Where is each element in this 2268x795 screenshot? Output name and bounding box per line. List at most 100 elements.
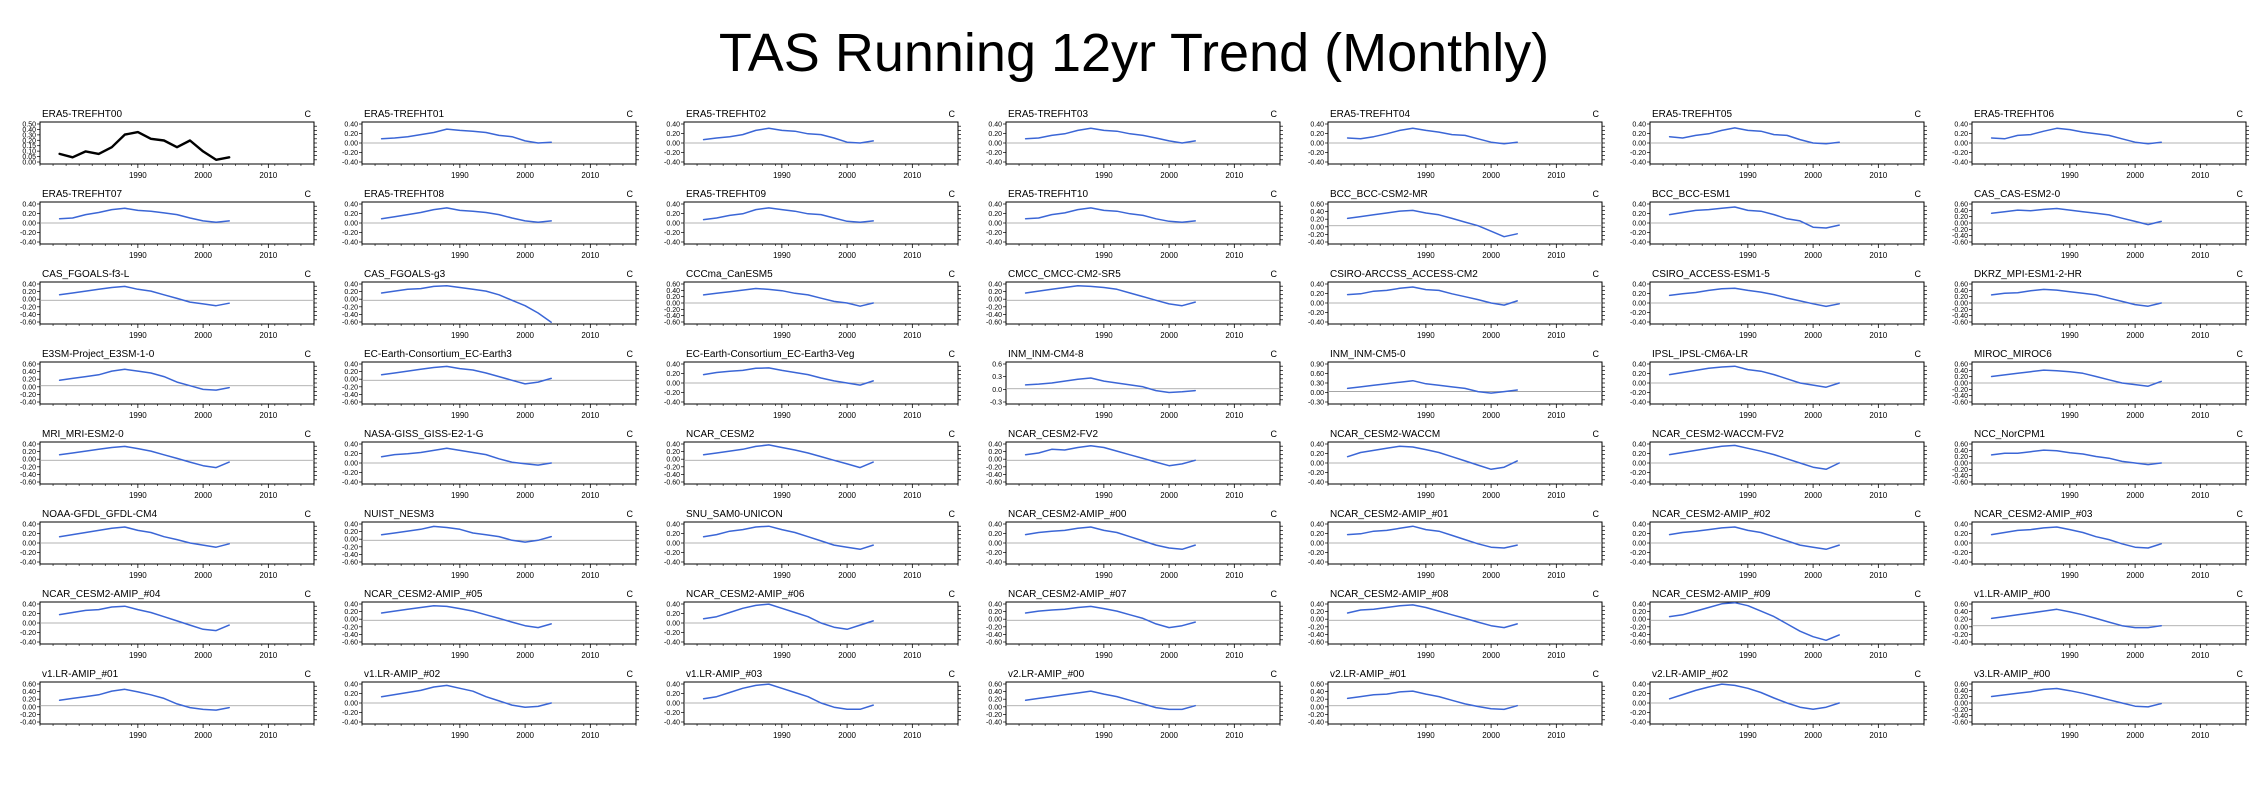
panel: ERA5-TREFHT03 C 0.40 0.20 0.00 -0.20 -0.40 1990… xyxy=(986,109,1283,180)
panel: DKRZ_MPI-ESM1-2-HR C 0.600.400.200.00-0.20… xyxy=(1952,269,2249,340)
y-tick-label: 0.00 xyxy=(1954,541,1968,548)
y-tick-label: -0.40 xyxy=(342,552,358,559)
x-tick-label: 1990 xyxy=(1739,251,1757,260)
y-tick-label: -0.20 xyxy=(20,550,36,557)
y-tick-label: 0.40 xyxy=(344,682,358,689)
panel-frame xyxy=(39,681,315,725)
y-tick-label: -0.20 xyxy=(1630,624,1646,631)
y-tick-label: 0.00 xyxy=(344,537,358,544)
y-tick-label: -0.60 xyxy=(1952,720,1968,727)
x-tick-label: 2010 xyxy=(903,571,921,580)
panel-title: ERA5-TREFHT03 xyxy=(1008,109,1088,120)
panel: NCAR_CESM2-WACCM-FV2 C 0.40 0.20 0.00 -0.20 -0… xyxy=(1630,429,1927,500)
panel-title: CMCC_CMCC-CM2-SR5 xyxy=(1008,269,1121,280)
panel: INM_INM-CM5-0 C 0.90 0.60 0.30 0.00 -0.30 1990 2… xyxy=(1308,349,1605,420)
panel-frame xyxy=(39,361,315,405)
x-tick-label: 2000 xyxy=(194,171,212,180)
panel: CCCma_CanESM5 C 0.600.400.200.00-0.20-0.40… xyxy=(664,269,961,340)
units-label: C xyxy=(949,589,956,599)
panel: NCAR_CESM2-AMIP_#04 C 0.40 0.20 0.00 -0.20 -0.… xyxy=(20,589,317,660)
series-line xyxy=(58,688,230,711)
panel-title: MIROC_MIROC6 xyxy=(1974,349,2052,360)
panel-title: NCAR_CESM2-AMIP_#05 xyxy=(364,589,483,600)
panel-title: E3SM-Project_E3SM-1-0 xyxy=(42,349,155,360)
panel-title: ERA5-TREFHT01 xyxy=(364,109,444,120)
y-tick-label: 0.00 xyxy=(1310,461,1324,468)
y-tick-label: 0.30 xyxy=(1310,381,1324,388)
y-tick-label: 0.40 xyxy=(1954,448,1968,455)
y-tick-label: -0.20 xyxy=(664,464,680,471)
x-tick-label: 2010 xyxy=(1225,651,1243,660)
x-tick-label: 1990 xyxy=(2061,491,2079,500)
y-tick-label: 0.20 xyxy=(988,531,1002,538)
units-label: C xyxy=(1593,429,1600,439)
panel-frame xyxy=(683,441,959,485)
panel-frame xyxy=(1327,201,1603,245)
y-tick-label: 0.10 xyxy=(22,149,36,156)
y-tick-label: -0.20 xyxy=(664,550,680,557)
x-tick-label: 1990 xyxy=(1417,331,1435,340)
panel-frame xyxy=(1005,281,1281,325)
y-tick-label: -0.40 xyxy=(1630,632,1646,639)
panel-title: ERA5-TREFHT05 xyxy=(1652,109,1732,120)
panel: ERA5-TREFHT05 C 0.40 0.20 0.00 -0.20 -0.40 1990… xyxy=(1630,109,1927,180)
series-line xyxy=(1990,207,2162,226)
x-tick-label: 1990 xyxy=(1095,651,1113,660)
y-tick-label: 0.40 xyxy=(666,202,680,209)
panel-frame xyxy=(1327,601,1603,645)
y-tick-label: -0.20 xyxy=(1308,624,1324,631)
series-line xyxy=(1346,525,1518,549)
x-tick-label: 1990 xyxy=(1739,731,1757,740)
x-tick-label: 2000 xyxy=(194,251,212,260)
y-tick-label: 0.20 xyxy=(22,138,36,145)
y-tick-label: 0.00 xyxy=(988,704,1002,711)
series-line xyxy=(1990,288,2162,307)
y-tick-label: 0.40 xyxy=(988,122,1002,129)
units-label: C xyxy=(627,349,634,359)
x-tick-label: 2000 xyxy=(838,491,856,500)
y-tick-label: 0.00 xyxy=(988,297,1002,304)
y-tick-label: -0.20 xyxy=(1308,310,1324,317)
x-tick-label: 2000 xyxy=(1160,571,1178,580)
panel-title: NCAR_CESM2-FV2 xyxy=(1008,429,1098,440)
y-tick-label: 0.00 xyxy=(666,301,680,308)
x-tick-label: 2010 xyxy=(581,651,599,660)
y-tick-label: -0.20 xyxy=(342,384,358,391)
y-tick-label: 0.40 xyxy=(1632,442,1646,449)
panel-frame xyxy=(361,601,637,645)
x-tick-label: 1990 xyxy=(1417,251,1435,260)
x-tick-label: 1990 xyxy=(129,331,147,340)
series-line xyxy=(1346,445,1518,471)
y-tick-label: -0.20 xyxy=(1952,707,1968,714)
y-tick-label: 0.40 xyxy=(22,202,36,209)
y-tick-label: 0.40 xyxy=(666,122,680,129)
x-tick-label: 2000 xyxy=(838,651,856,660)
panel: v1.LR-AMIP_#00 C 0.600.400.200.00-0.20-0.4… xyxy=(1952,589,2249,660)
panel-title: NCAR_CESM2-WACCM xyxy=(1330,429,1440,440)
series-line xyxy=(702,127,874,144)
y-tick-label: 0.40 xyxy=(1310,602,1324,609)
series-line xyxy=(380,365,552,385)
y-tick-label: -0.20 xyxy=(986,712,1002,719)
panel: EC-Earth-Consortium_EC-Earth3-Veg C 0.40 0.… xyxy=(664,349,961,420)
y-tick-label: 0.40 xyxy=(988,442,1002,449)
y-tick-label: 0.00 xyxy=(344,701,358,708)
y-tick-label: 0.20 xyxy=(344,289,358,296)
series-line xyxy=(58,130,231,162)
y-tick-label: -0.20 xyxy=(986,150,1002,157)
y-tick-label: -0.40 xyxy=(664,472,680,479)
y-tick-label: -0.60 xyxy=(1952,320,1968,327)
y-tick-label: 0.20 xyxy=(1310,451,1324,458)
y-tick-label: 0.20 xyxy=(1954,617,1968,624)
y-tick-label: 0.00 xyxy=(1310,301,1324,308)
x-tick-label: 2010 xyxy=(903,331,921,340)
y-tick-label: -0.40 xyxy=(1952,713,1968,720)
y-tick-label: -0.40 xyxy=(1952,640,1968,647)
panel-title: NCAR_CESM2-AMIP_#03 xyxy=(1974,509,2093,520)
panel-title: NCAR_CESM2 xyxy=(686,429,755,440)
y-tick-label: -0.40 xyxy=(342,312,358,319)
y-tick-label: -0.20 xyxy=(1630,310,1646,317)
panel: SNU_SAM0-UNICON C 0.40 0.20 0.00 -0.20 -0.40 19… xyxy=(664,509,961,580)
panel: NCAR_CESM2-AMIP_#06 C 0.40 0.20 0.00 -0.20 -0.… xyxy=(664,589,961,660)
units-label: C xyxy=(2237,669,2244,679)
